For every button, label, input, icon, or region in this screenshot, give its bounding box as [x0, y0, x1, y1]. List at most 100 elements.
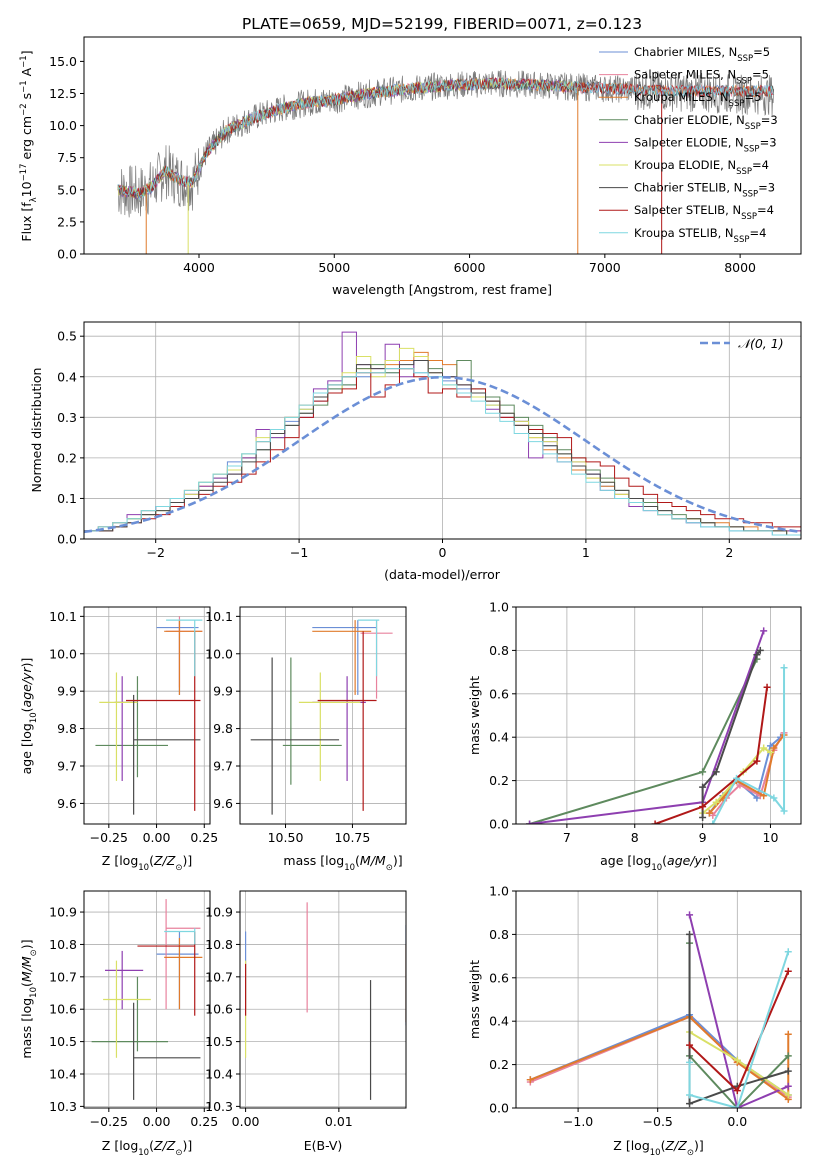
weight-marker: [784, 1052, 792, 1060]
normal-curve: [84, 375, 801, 534]
plot-area-mass_vs_Z: [91, 899, 203, 1100]
y-tick-label: 1.0: [489, 884, 509, 899]
legend-label: Kroupa ELODIE, NSSP=4: [634, 158, 769, 177]
weight-marker: [733, 1104, 741, 1108]
weight-marker: [780, 664, 788, 672]
y-axis-label: mass weight: [467, 676, 482, 755]
y-tick-label: 15.0: [49, 54, 77, 69]
x-axis-label: Z [log10(Z/Z⊙)]: [102, 853, 192, 873]
weight-line: [688, 934, 789, 1106]
weight-marker: [686, 1041, 694, 1049]
weight-line: [688, 914, 789, 1108]
y-tick-label: 0.2: [489, 1057, 509, 1072]
y-tick-label: 9.6: [213, 796, 233, 811]
x-axis-label: wavelength [Angstrom, rest frame]: [332, 282, 552, 297]
y-tick-label: 10.9: [205, 905, 233, 920]
weight-line: [654, 687, 769, 824]
spectrum-data-line: [117, 69, 775, 218]
plot-area-residuals: [84, 331, 801, 536]
x-tick-label: 8000: [724, 260, 756, 275]
y-tick-label: 12.5: [49, 86, 77, 101]
y-tick-label: 10.5: [49, 1034, 77, 1049]
y-tick-label: 10.4: [49, 1066, 77, 1081]
y-tick-label: 10.5: [205, 1034, 233, 1049]
legend-label: Chabrier MILES, NSSP=5: [634, 45, 770, 64]
histogram-step: [84, 360, 801, 536]
figure-title: PLATE=0659, MJD=52199, FIBERID=0071, z=0…: [242, 15, 642, 33]
weight-marker: [784, 1091, 792, 1099]
legend-label: Chabrier ELODIE, NSSP=3: [634, 113, 778, 132]
plot-area-weight_vs_Z: [526, 911, 792, 1108]
x-tick-label: 0.25: [190, 830, 218, 845]
model-line: [117, 77, 775, 201]
y-tick-label: 9.6: [57, 796, 77, 811]
x-tick-label: 9: [699, 830, 707, 845]
x-axis-label: Z [log10(Z/Z⊙)]: [102, 1138, 192, 1158]
y-tick-label: 10.3: [205, 1099, 233, 1114]
weight-marker: [699, 813, 707, 821]
legend-label: Chabrier STELIB, NSSP=3: [634, 181, 775, 200]
panel-weight_vs_Z: −1.0 −0.5 0.0 0.0 0.2 0.4 0.6 0.8 1.0 Z [log10(Z/…: [467, 884, 802, 1158]
x-tick-label: 1: [582, 545, 590, 560]
legend-label: Salpeter STELIB, NSSP=4: [634, 203, 774, 222]
weight-marker: [705, 809, 713, 817]
y-tick-label: 5.0: [57, 182, 77, 197]
weight-marker: [784, 1082, 792, 1090]
weight-marker: [770, 744, 778, 752]
weight-marker: [733, 1056, 741, 1064]
weight-marker: [712, 768, 720, 776]
weight-marker: [699, 768, 707, 776]
legend: Chabrier MILES, NSSP=5 Salpeter MILES, NS…: [599, 45, 778, 245]
weight-marker: [526, 820, 534, 824]
x-tick-label: 0.00: [143, 830, 171, 845]
axes-frame: [83, 890, 211, 1109]
y-axis-label: Flux [fλ10−17 erg cm−2 s−1 A−1]: [19, 50, 39, 241]
weight-marker: [651, 820, 659, 824]
plot-area-age_vs_mass: [250, 619, 393, 815]
weight-marker: [784, 1030, 792, 1038]
weight-marker: [699, 803, 707, 811]
y-tick-label: 10.6: [49, 1002, 77, 1017]
weight-marker: [686, 930, 694, 938]
axes-frame: [515, 606, 802, 825]
y-tick-label: 7.5: [57, 150, 77, 165]
y-tick-label: 10.9: [49, 905, 77, 920]
axes-frame: [239, 890, 407, 1109]
weight-marker: [760, 627, 768, 635]
legend-label: Kroupa STELIB, NSSP=4: [634, 226, 766, 245]
x-axis-label: E(B-V): [304, 1138, 343, 1153]
x-axis-label: age [log10(age/yr)]: [600, 853, 717, 873]
plot-area-weight_vs_age: [526, 627, 788, 824]
y-tick-label: 9.8: [57, 721, 77, 736]
x-axis-label: (data-model)/error: [384, 567, 501, 582]
y-tick-label: 0.4: [57, 369, 77, 384]
y-tick-label: 10.0: [205, 646, 233, 661]
legend-label: Salpeter ELODIE, NSSP=3: [634, 135, 777, 154]
y-tick-label: 0.2: [489, 773, 509, 788]
y-tick-label: 0.0: [57, 532, 77, 547]
panel-weight_vs_age: 7 8 9 10 0.0 0.2 0.4 0.6 0.8 1.0 age [log10(age/yr…: [467, 600, 802, 873]
y-tick-label: 10.8: [205, 937, 233, 952]
x-tick-label: −0.25: [90, 830, 128, 845]
axes-frame: [83, 606, 211, 825]
x-axis-label: Z [log10(Z/Z⊙)]: [613, 1138, 703, 1158]
y-tick-label: 2.5: [57, 214, 77, 229]
y-tick-label: 0.8: [489, 643, 509, 658]
x-tick-label: 0.00: [143, 1114, 171, 1129]
panel-age_vs_Z: −0.25 0.00 0.25 9.6 9.7 9.8 9.9 10.0 10.1 Z [log1…: [19, 606, 218, 873]
x-tick-label: 2: [725, 545, 733, 560]
legend-label: 𝒩(0, 1): [738, 336, 784, 351]
y-tick-label: 10.1: [49, 609, 77, 624]
x-tick-label: 8: [631, 830, 639, 845]
x-tick-label: −1.0: [563, 1114, 593, 1129]
weight-marker: [753, 757, 761, 765]
weight-line: [708, 734, 785, 814]
x-tick-label: 10.75: [335, 830, 371, 845]
y-tick-label: 10.7: [205, 969, 233, 984]
legend-label: Kroupa MILES, NSSP=5: [634, 90, 761, 109]
weight-marker: [526, 1076, 534, 1084]
y-tick-label: 10.8: [49, 937, 77, 952]
panel-spectrum: 4000 5000 6000 7000 8000 0.0 2.5 5.0 7.5 10.0 12.5…: [19, 36, 802, 297]
weight-marker: [699, 783, 707, 791]
